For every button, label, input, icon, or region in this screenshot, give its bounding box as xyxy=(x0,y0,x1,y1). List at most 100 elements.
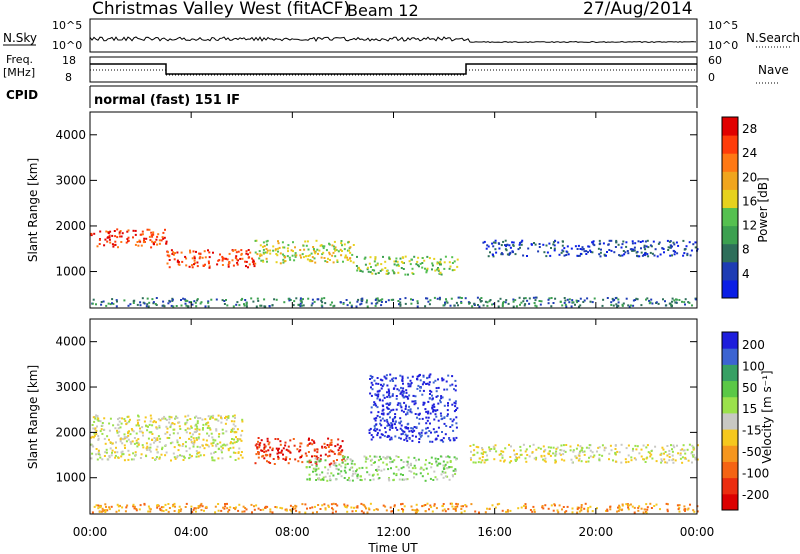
velocity-echo-cell xyxy=(308,473,311,476)
velocity-echo-cell xyxy=(345,506,348,509)
velocity-echo-cell xyxy=(97,419,100,422)
velocity-echo-cell xyxy=(157,435,160,438)
velocity-echo-cell xyxy=(369,378,372,380)
freq-label-1: Freq. xyxy=(6,53,33,66)
velocity-echo-cell xyxy=(193,441,196,444)
velocity-echo-cell xyxy=(646,506,649,509)
power-echo-cell xyxy=(113,230,116,232)
power-echo-cell xyxy=(578,254,581,257)
velocity-echo-cell xyxy=(195,415,198,418)
velocity-echo-cell xyxy=(170,459,172,462)
velocity-echo-cell xyxy=(92,416,95,419)
velocity-echo-cell xyxy=(672,444,675,447)
power-echo-cell xyxy=(416,264,419,267)
velocity-echo-cell xyxy=(137,422,139,424)
velocity-echo-cell xyxy=(659,453,662,456)
velocity-echo-cell xyxy=(442,440,445,443)
power-echo-cell xyxy=(570,305,573,308)
power-echo-cell xyxy=(114,240,117,243)
velocity-echo-cell xyxy=(470,458,472,461)
power-echo-cell xyxy=(617,304,620,307)
velocity-echo-cell xyxy=(519,453,522,456)
velocity-echo-cell xyxy=(173,446,176,449)
velocity-echo-cell xyxy=(137,443,140,446)
velocity-echo-cell xyxy=(443,388,446,391)
velocity-echo-cell xyxy=(337,472,340,475)
velocity-echo-cell xyxy=(532,505,535,508)
x-tick-label: 20:00 xyxy=(579,525,614,539)
velocity-echo-cell xyxy=(380,424,383,427)
velocity-echo-cell xyxy=(325,446,327,449)
velocity-echo-cell xyxy=(121,438,124,440)
velocity-echo-cell xyxy=(295,505,298,508)
power-echo-cell xyxy=(262,241,265,244)
velocity-echo-cell xyxy=(427,472,429,475)
velocity-echo-cell xyxy=(215,429,218,432)
power-echo-cell xyxy=(673,299,676,302)
power-echo-cell xyxy=(591,301,594,304)
power-echo-cell xyxy=(444,303,447,305)
velocity-echo-cell xyxy=(311,443,314,446)
power-echo-cell xyxy=(208,251,211,254)
velocity-echo-cell xyxy=(169,426,172,429)
velocity-echo-cell xyxy=(395,395,398,397)
velocity-echo-cell xyxy=(346,458,349,461)
power-echo-cell xyxy=(615,239,618,242)
power-echo-cell xyxy=(404,273,407,276)
velocity-echo-cell xyxy=(552,452,555,455)
velocity-echo-cell xyxy=(116,423,119,426)
velocity-echo-cell xyxy=(177,511,180,514)
power-echo-cell xyxy=(451,256,454,259)
velocity-echo-cell xyxy=(493,458,496,461)
power-echo-cell xyxy=(501,303,504,306)
nsky-trace xyxy=(89,35,697,44)
power-echo-cell xyxy=(562,240,564,243)
velocity-echo-cell xyxy=(414,413,417,415)
power-echo-cell xyxy=(111,302,113,305)
velocity-colorbar-swatch xyxy=(722,493,738,511)
power-echo-cell xyxy=(119,235,121,238)
velocity-echo-cell xyxy=(118,420,121,423)
power-echo-cell xyxy=(659,253,662,256)
velocity-echo-cell xyxy=(299,449,302,452)
power-echo-cell xyxy=(100,303,103,306)
power-echo-cell xyxy=(437,268,440,271)
velocity-echo-cell xyxy=(569,445,572,448)
velocity-echo-cell xyxy=(451,424,454,427)
velocity-echo-cell xyxy=(185,502,188,505)
velocity-echo-cell xyxy=(404,408,407,410)
power-echo-cell xyxy=(514,253,517,256)
velocity-echo-cell xyxy=(383,419,386,422)
power-echo-cell xyxy=(622,250,625,252)
power-echo-cell xyxy=(268,305,271,307)
power-echo-cell xyxy=(655,301,658,304)
velocity-echo-cell xyxy=(683,449,686,452)
power-echo-cell xyxy=(332,261,335,264)
velocity-echo-cell xyxy=(104,442,107,445)
power-echo-cell xyxy=(433,296,436,299)
power-echo-cell xyxy=(265,248,268,250)
power-echo-cell xyxy=(482,241,485,244)
power-echo-cell xyxy=(359,303,362,306)
velocity-echo-cell xyxy=(470,450,472,453)
velocity-echo-cell xyxy=(321,471,324,474)
velocity-echo-cell xyxy=(316,448,319,451)
power-echo-cell xyxy=(198,257,201,260)
velocity-echo-cell xyxy=(131,440,134,443)
x-tick-label: 00:00 xyxy=(73,525,108,539)
power-echo-cell xyxy=(216,263,219,266)
velocity-echo-cell xyxy=(343,477,346,479)
power-echo-cell xyxy=(649,251,652,254)
velocity-echo-cell xyxy=(421,475,424,478)
power-echo-cell xyxy=(321,301,324,304)
velocity-echo-cell xyxy=(132,430,135,433)
velocity-echo-cell xyxy=(434,476,437,479)
velocity-echo-cell xyxy=(190,435,193,438)
power-echo-cell xyxy=(346,258,349,261)
velocity-echo-cell xyxy=(185,450,188,453)
velocity-echo-cell xyxy=(217,435,220,438)
velocity-echo-cell xyxy=(331,507,333,510)
velocity-echo-cell xyxy=(266,454,269,457)
power-echo-cell xyxy=(460,297,463,299)
power-colorbar-swatch xyxy=(722,171,738,190)
